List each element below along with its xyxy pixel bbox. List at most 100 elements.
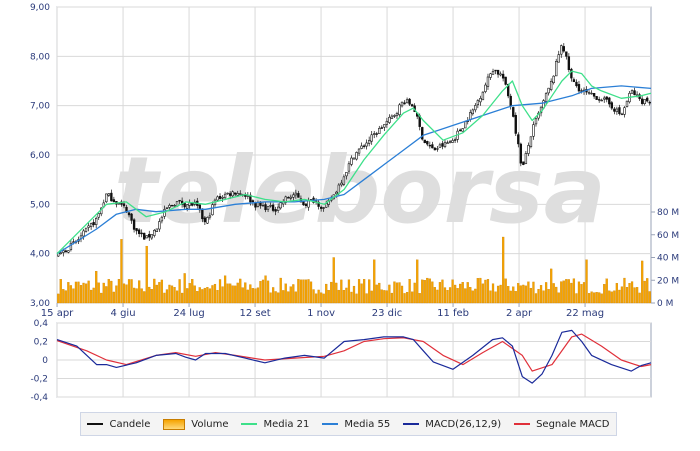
- volume-bars: [57, 236, 651, 304]
- volume-bar: [610, 291, 613, 304]
- candle-body: [373, 133, 376, 135]
- price-tick-label: 6,00: [30, 151, 50, 161]
- volume-bar: [416, 259, 419, 304]
- volume-bar: [297, 279, 300, 304]
- candle-body: [592, 93, 596, 97]
- volume-bar: [362, 279, 366, 304]
- volume-bar: [208, 288, 212, 304]
- volume-bar: [544, 282, 548, 304]
- candle-body: [234, 192, 237, 195]
- volume-bar: [385, 290, 388, 304]
- volume-bar: [529, 287, 533, 304]
- volume-bar: [153, 278, 156, 304]
- volume-bar: [550, 268, 553, 304]
- candle-body: [410, 104, 414, 107]
- candle-body: [170, 204, 174, 207]
- candle-body: [403, 102, 406, 105]
- volume-bar: [623, 277, 626, 304]
- volume-bar: [234, 285, 237, 304]
- volume-bar: [110, 280, 113, 304]
- volume-bar: [57, 293, 60, 304]
- candle-body: [208, 215, 212, 218]
- volume-bar: [239, 278, 242, 304]
- legend: Candele Volume Media 21 Media 55 MACD(26,12,…: [80, 412, 617, 436]
- candle-body: [94, 218, 98, 225]
- volume-bar: [433, 287, 436, 304]
- legend-label: Media 55: [344, 418, 391, 430]
- candle-body: [469, 112, 472, 120]
- volume-bar: [251, 288, 255, 304]
- candle-body: [388, 116, 391, 123]
- candle-body: [633, 90, 636, 96]
- candle-body: [148, 233, 151, 238]
- candle-body: [426, 141, 429, 145]
- volume-bar: [590, 291, 593, 304]
- volume-bar: [352, 285, 356, 304]
- volume-bar: [170, 285, 174, 304]
- candle-body: [322, 207, 325, 209]
- candle-body: [183, 202, 186, 208]
- candle-body: [565, 51, 568, 57]
- candle-body: [360, 145, 363, 149]
- volume-bar: [585, 259, 588, 304]
- candle-body: [122, 203, 126, 207]
- volume-bar: [201, 289, 204, 304]
- candle-body: [82, 230, 85, 237]
- volume-y-axis: 0 M 20 M 40 M 60 M 80 M: [651, 208, 679, 309]
- volume-bar: [486, 279, 490, 304]
- volume-bar: [405, 291, 409, 304]
- volume-bar: [246, 289, 249, 304]
- volume-bar: [183, 273, 186, 304]
- candle-body: [486, 76, 490, 87]
- candle-body: [572, 79, 576, 83]
- volume-tick-label: 20 M: [657, 276, 679, 286]
- volume-bar: [388, 284, 391, 304]
- candle-body: [393, 115, 396, 117]
- volume-bar: [461, 282, 464, 304]
- volume-bar: [299, 279, 303, 304]
- volume-bar: [395, 282, 399, 304]
- volume-bar: [236, 282, 239, 304]
- volume-bar: [350, 291, 353, 304]
- candle-body: [140, 232, 143, 235]
- candle-body: [549, 80, 553, 90]
- macd-tick-label: -0,2: [30, 375, 48, 385]
- candle-body: [256, 202, 260, 207]
- macd-tick-label: 0: [42, 356, 48, 366]
- volume-bar: [287, 291, 290, 304]
- candle-body: [436, 148, 439, 150]
- volume-bar: [517, 283, 520, 304]
- candle-body: [168, 204, 171, 208]
- candle-body: [59, 252, 62, 254]
- volume-bar: [127, 279, 131, 304]
- candle-body: [378, 128, 381, 134]
- volume-bar: [117, 279, 121, 304]
- volume-bar: [340, 279, 343, 304]
- candle-body: [337, 184, 341, 194]
- candle-body: [155, 228, 159, 232]
- date-x-axis: 15 apr 4 giu 24 lug 12 set 1 nov 23 dic 11 feb…: [41, 303, 604, 319]
- volume-bar: [451, 279, 454, 304]
- volume-bar: [560, 281, 563, 304]
- volume-tick-label: 0 M: [657, 299, 673, 309]
- candle-body: [464, 121, 467, 129]
- volume-bar: [191, 279, 194, 304]
- candle-body: [297, 193, 300, 198]
- candle-body: [276, 206, 280, 211]
- volume-bar: [330, 281, 333, 304]
- price-tick-label: 9,00: [30, 3, 50, 13]
- volume-bar: [125, 284, 128, 304]
- volume-bar: [456, 288, 459, 304]
- candle-body: [646, 97, 649, 102]
- candle-body: [395, 113, 399, 117]
- volume-bar: [249, 284, 252, 304]
- volume-bar: [317, 289, 320, 304]
- volume-bar: [107, 279, 110, 304]
- candle-body: [557, 54, 560, 63]
- volume-bar: [633, 287, 636, 304]
- candle-body: [648, 101, 651, 104]
- volume-bar: [175, 290, 179, 304]
- volume-bar: [618, 289, 621, 304]
- legend-swatch: [241, 423, 258, 425]
- volume-bar: [79, 285, 83, 304]
